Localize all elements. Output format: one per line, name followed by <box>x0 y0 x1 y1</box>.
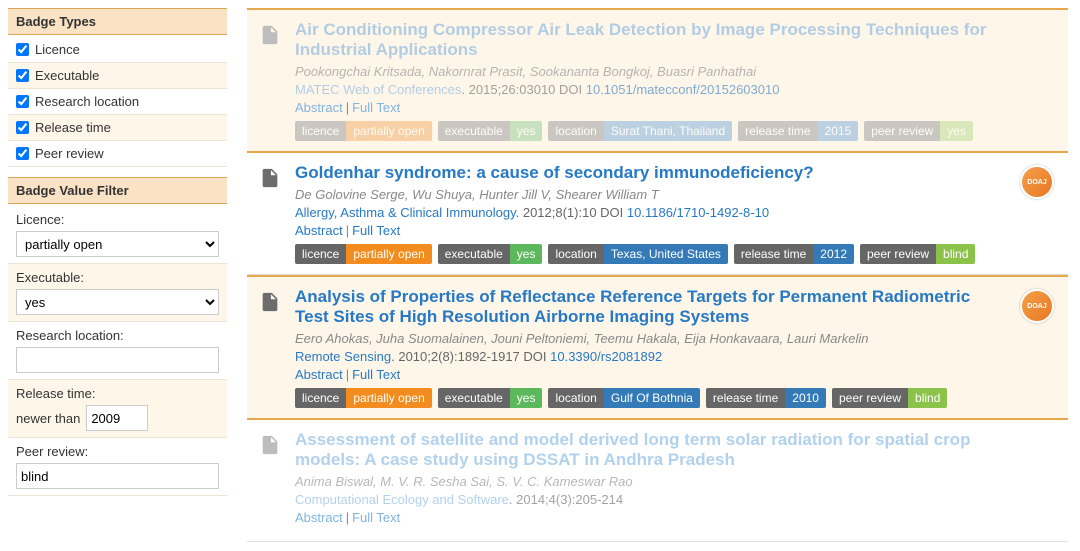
badge-licence: licencepartially open <box>295 121 432 141</box>
badge-release-time: release time2015 <box>738 121 858 141</box>
badge-executable: executableyes <box>438 121 543 141</box>
result-authors: Anima Biswal, M. V. R. Sesha Sai, S. V. … <box>295 474 1006 489</box>
doaj-seal-icon: DOAJ <box>1020 165 1054 199</box>
badge-type-checkbox[interactable] <box>16 147 29 160</box>
document-icon <box>259 167 281 195</box>
badge-peer-review: peer reviewyes <box>864 121 973 141</box>
link-separator: | <box>346 367 349 382</box>
executable-filter: Executable: yes <box>8 264 227 322</box>
link-separator: | <box>346 510 349 525</box>
badge-location: locationGulf Of Bothnia <box>548 388 699 408</box>
badge-licence: licencepartially open <box>295 244 432 264</box>
licence-select[interactable]: partially open <box>16 231 219 257</box>
link-separator: | <box>346 223 349 238</box>
app-root: Badge Types Licence Executable Research lo… <box>0 0 1080 550</box>
abstract-link[interactable]: Abstract <box>295 223 343 238</box>
fulltext-link[interactable]: Full Text <box>352 367 400 382</box>
badge-type-label[interactable]: Licence <box>35 42 80 57</box>
result-badges: licencepartially open executableyeslocati… <box>295 121 1006 141</box>
badge-release-time: release time2012 <box>734 244 854 264</box>
badge-types-header: Badge Types <box>8 8 227 35</box>
abstract-link[interactable]: Abstract <box>295 510 343 525</box>
result-source-link[interactable]: MATEC Web of Conferences <box>295 82 461 97</box>
badge-type-label[interactable]: Research location <box>35 94 139 109</box>
research-location-label: Research location: <box>16 328 219 343</box>
badge-value-filter-header: Badge Value Filter <box>8 177 227 204</box>
result-doi-link[interactable]: 10.1186/1710-1492-8-10 <box>627 205 769 220</box>
result-source-link[interactable]: Computational Ecology and Software <box>295 492 509 507</box>
result-citation: . 2010;2(8):1892-1917 DOI <box>391 349 550 364</box>
research-location-filter: Research location: <box>8 322 227 380</box>
release-time-filter: Release time: newer than <box>8 380 227 438</box>
search-result: Air Conditioning Compressor Air Leak Det… <box>247 8 1068 153</box>
result-authors: Eero Ahokas, Juha Suomalainen, Jouni Pel… <box>295 331 1006 346</box>
document-icon <box>259 24 281 52</box>
badge-type-row: Licence <box>8 37 227 63</box>
search-result: Analysis of Properties of Reflectance Re… <box>247 275 1068 420</box>
result-badges: licencepartially open executableyeslocati… <box>295 388 1006 408</box>
badge-peer-review: peer reviewblind <box>860 244 975 264</box>
fulltext-link[interactable]: Full Text <box>352 100 400 115</box>
result-title-link[interactable]: Goldenhar syndrome: a cause of secondary… <box>295 163 814 182</box>
licence-filter: Licence: partially open <box>8 206 227 264</box>
fulltext-link[interactable]: Full Text <box>352 223 400 238</box>
results-list: Air Conditioning Compressor Air Leak Det… <box>235 0 1080 550</box>
badge-type-row: Release time <box>8 115 227 141</box>
result-authors: Pookongchai Kritsada, Nakornrat Prasit, … <box>295 64 1006 79</box>
search-result: Goldenhar syndrome: a cause of secondary… <box>247 153 1068 275</box>
result-citation: . 2012;8(1):10 DOI <box>516 205 627 220</box>
release-time-input[interactable] <box>86 405 148 431</box>
executable-select[interactable]: yes <box>16 289 219 315</box>
badge-type-row: Peer review <box>8 141 227 167</box>
peer-review-input[interactable] <box>16 463 219 489</box>
peer-review-filter: Peer review: <box>8 438 227 496</box>
badge-type-checkbox[interactable] <box>16 121 29 134</box>
badge-licence: licencepartially open <box>295 388 432 408</box>
result-title-link[interactable]: Assessment of satellite and model derive… <box>295 430 970 469</box>
badge-type-checkbox[interactable] <box>16 43 29 56</box>
result-authors: De Golovine Serge, Wu Shuya, Hunter Jill… <box>295 187 1006 202</box>
document-icon <box>259 434 281 462</box>
search-result: Assessment of satellite and model derive… <box>247 420 1068 542</box>
result-citation: . 2014;4(3):205-214 <box>509 492 623 507</box>
result-doi-link[interactable]: 10.3390/rs2081892 <box>550 349 662 364</box>
sidebar: Badge Types Licence Executable Research lo… <box>0 0 235 550</box>
abstract-link[interactable]: Abstract <box>295 100 343 115</box>
result-title-link[interactable]: Analysis of Properties of Reflectance Re… <box>295 287 970 326</box>
licence-label: Licence: <box>16 212 219 227</box>
badge-executable: executableyes <box>438 244 543 264</box>
abstract-link[interactable]: Abstract <box>295 367 343 382</box>
result-title-link[interactable]: Air Conditioning Compressor Air Leak Det… <box>295 20 986 59</box>
badge-type-label[interactable]: Release time <box>35 120 111 135</box>
link-separator: | <box>346 100 349 115</box>
release-time-prefix: newer than <box>16 411 80 426</box>
executable-label: Executable: <box>16 270 219 285</box>
badge-executable: executableyes <box>438 388 543 408</box>
result-doi-link[interactable]: 10.1051/matecconf/20152603010 <box>586 82 780 97</box>
result-source-link[interactable]: Allergy, Asthma & Clinical Immunology <box>295 205 516 220</box>
document-icon <box>259 291 281 319</box>
fulltext-link[interactable]: Full Text <box>352 510 400 525</box>
badge-type-checkbox[interactable] <box>16 95 29 108</box>
release-time-label: Release time: <box>16 386 219 401</box>
doaj-seal-icon: DOAJ <box>1020 289 1054 323</box>
peer-review-label: Peer review: <box>16 444 219 459</box>
badge-type-label[interactable]: Peer review <box>35 146 104 161</box>
badge-type-checkbox[interactable] <box>16 69 29 82</box>
result-source-link[interactable]: Remote Sensing <box>295 349 391 364</box>
result-citation: . 2015;26:03010 DOI <box>461 82 585 97</box>
badge-peer-review: peer reviewblind <box>832 388 947 408</box>
research-location-input[interactable] <box>16 347 219 373</box>
badge-type-row: Executable <box>8 63 227 89</box>
badge-type-label[interactable]: Executable <box>35 68 99 83</box>
badge-release-time: release time2010 <box>706 388 826 408</box>
result-badges: licencepartially open executableyeslocati… <box>295 244 1006 264</box>
badge-location: locationTexas, United States <box>548 244 727 264</box>
badge-location: locationSurat Thani, Thailand <box>548 121 732 141</box>
badge-type-row: Research location <box>8 89 227 115</box>
